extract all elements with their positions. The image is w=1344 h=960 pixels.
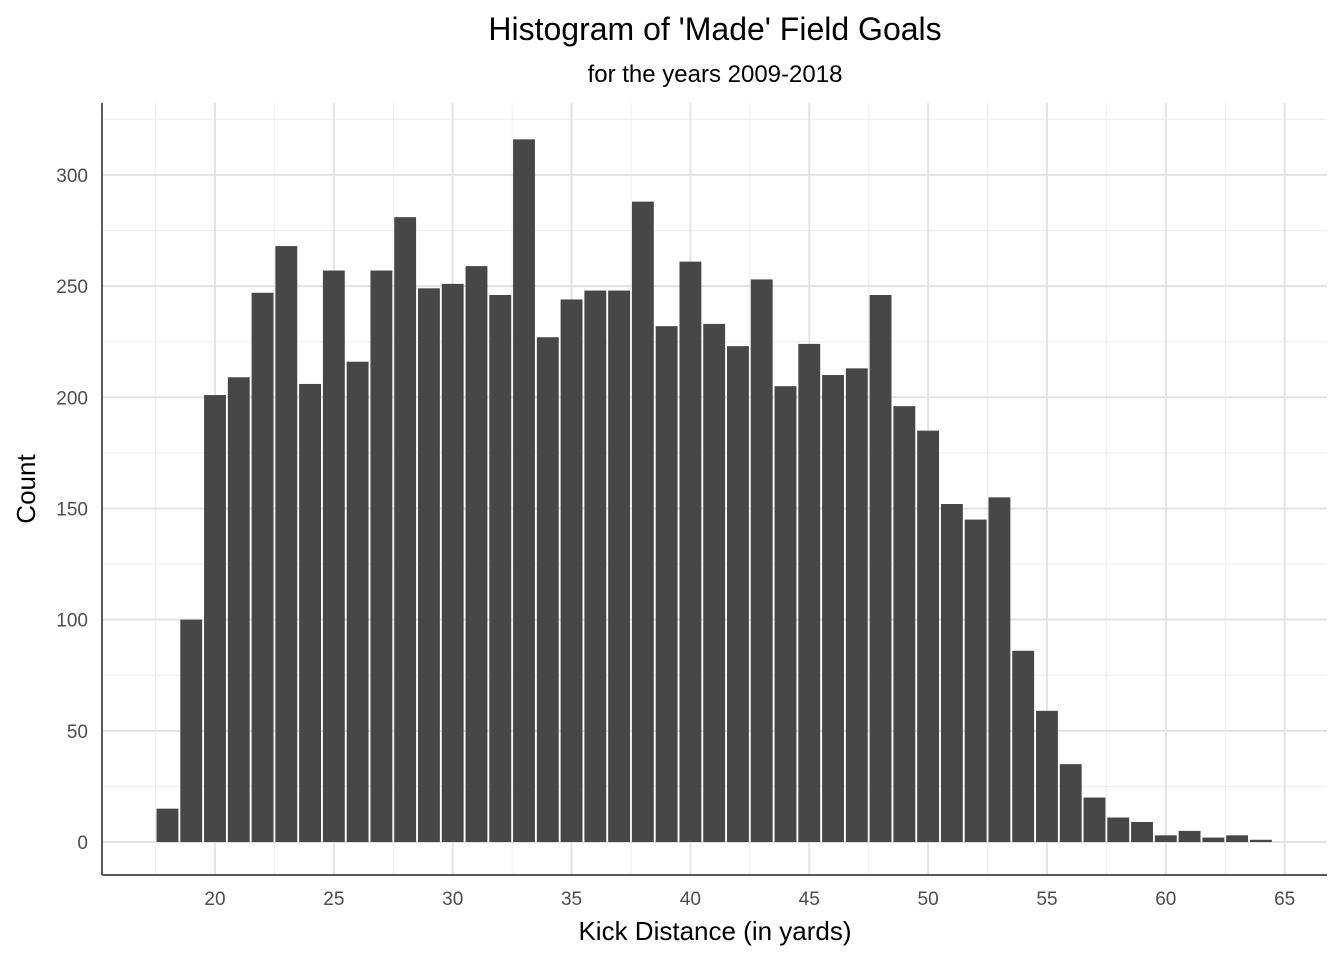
x-tick-label: 35 (561, 889, 582, 910)
histogram-bar (655, 326, 678, 842)
histogram-bar (1131, 821, 1153, 842)
bars (156, 139, 1272, 843)
histogram-bar (1226, 835, 1249, 842)
y-axis-title: Count (11, 454, 41, 524)
y-tick-label: 200 (56, 388, 88, 409)
x-tick-label: 60 (1155, 889, 1176, 910)
histogram-bar (893, 406, 916, 842)
histogram-bar (917, 430, 940, 842)
histogram-bar (156, 808, 179, 842)
histogram-bar (1012, 650, 1035, 842)
y-tick-label: 100 (56, 611, 88, 632)
chart-subtitle: for the years 2009-2018 (588, 61, 843, 88)
histogram-bar (703, 323, 726, 842)
y-tick-label: 150 (56, 499, 88, 520)
histogram-bar (964, 519, 987, 842)
histogram-bar (631, 201, 654, 843)
histogram-bar (465, 266, 488, 843)
x-tick-label: 20 (204, 889, 225, 910)
x-tick-label: 55 (1036, 889, 1057, 910)
histogram-bar (441, 283, 464, 842)
histogram-bar (418, 288, 440, 842)
histogram-bar (679, 261, 702, 842)
chart-title: Histogram of 'Made' Field Goals (488, 11, 941, 47)
histogram-bar (584, 290, 607, 842)
histogram-bar (1107, 817, 1130, 842)
x-tick-label: 50 (918, 889, 939, 910)
histogram-bar (727, 346, 749, 842)
histogram-bar (489, 294, 512, 842)
histogram-bar (346, 361, 369, 842)
histogram-bar (1036, 710, 1058, 842)
histogram-bar (204, 395, 226, 842)
x-tick-label: 65 (1274, 889, 1295, 910)
histogram-bar (394, 217, 417, 843)
histogram-bar (774, 386, 797, 842)
histogram-bar (275, 246, 298, 842)
x-tick-label: 25 (323, 889, 344, 910)
histogram-bar (180, 619, 203, 842)
x-axis-title: Kick Distance (in yards) (578, 916, 851, 946)
histogram-bar (940, 504, 963, 842)
histogram-bar (227, 377, 250, 842)
y-tick-labels: 0 50 100 150 200 250 300 (56, 166, 88, 854)
histogram-bar (299, 383, 322, 842)
histogram-bar (988, 497, 1011, 842)
histogram-bar (536, 337, 559, 842)
histogram-bar (798, 343, 821, 842)
x-tick-label: 40 (680, 889, 701, 910)
histogram-bar (513, 139, 535, 843)
histogram-bar (1249, 839, 1272, 842)
y-tick-label: 50 (67, 722, 88, 743)
histogram-bar (608, 290, 631, 842)
y-tick-label: 0 (77, 833, 88, 854)
y-tick-label: 250 (56, 277, 88, 298)
histogram-bar (822, 375, 844, 842)
histogram-bar (750, 279, 773, 842)
histogram-bar (251, 292, 274, 842)
histogram-bar (1178, 830, 1201, 842)
histogram-bar (1083, 797, 1106, 842)
x-tick-labels: 20 25 30 35 40 45 50 55 60 65 (204, 889, 1295, 910)
histogram-bar (322, 270, 345, 842)
histogram-bar (370, 270, 393, 842)
histogram-bar (560, 299, 583, 842)
histogram-bar (1154, 835, 1177, 842)
histogram-bar (869, 294, 892, 842)
y-tick-label: 300 (56, 166, 88, 187)
histogram-bar (1202, 837, 1225, 842)
x-tick-label: 30 (442, 889, 463, 910)
histogram-bar (1059, 764, 1082, 842)
histogram-bar (845, 368, 868, 842)
x-tick-label: 45 (799, 889, 820, 910)
